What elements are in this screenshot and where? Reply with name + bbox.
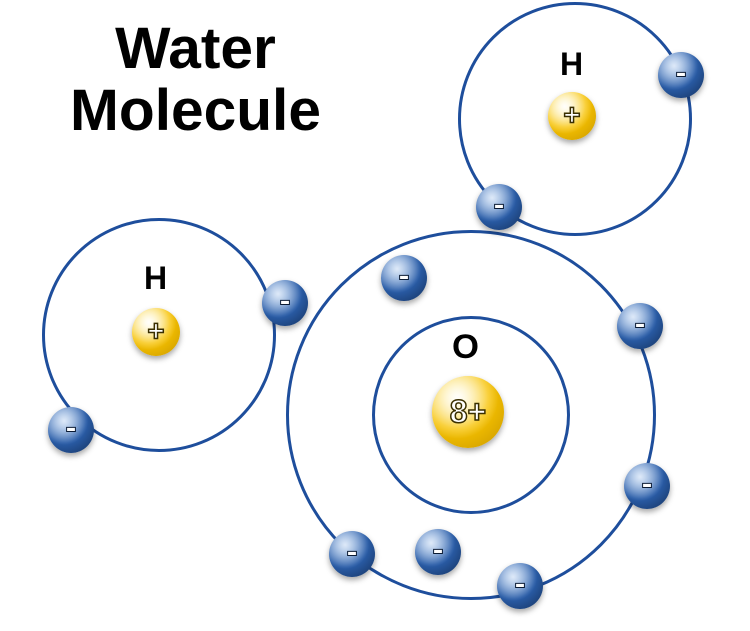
electron-o-outer-3-charge: -: [641, 465, 653, 504]
electron-o-inner-1-charge: -: [398, 257, 410, 296]
electron-o-outer-6-shared-h-left: -: [262, 280, 308, 326]
hydrogen-right-nucleus: +: [548, 92, 596, 140]
electron-o-outer-5-charge: -: [346, 533, 358, 572]
electron-o-outer-5: -: [329, 531, 375, 577]
diagram-title: Water Molecule: [70, 18, 321, 141]
electron-o-outer-2: -: [617, 303, 663, 349]
title-line-2: Molecule: [70, 80, 321, 142]
electron-o-inner-1: -: [381, 255, 427, 301]
electron-o-outer-1-shared-h-right-charge: -: [493, 186, 505, 225]
electron-o-outer-3: -: [624, 463, 670, 509]
hydrogen-left-label: H: [144, 260, 167, 297]
electron-h-left-1-charge: -: [65, 409, 77, 448]
hydrogen-right-label: H: [560, 46, 583, 83]
hydrogen-left-nucleus-charge: +: [147, 315, 164, 349]
oxygen-nucleus: 8+: [432, 376, 504, 448]
electron-o-outer-4: -: [497, 563, 543, 609]
title-line-1: Water: [70, 18, 321, 80]
electron-o-inner-2: -: [415, 529, 461, 575]
electron-o-outer-1-shared-h-right: -: [476, 184, 522, 230]
oxygen-label: O: [452, 328, 479, 367]
oxygen-nucleus-charge: 8+: [450, 394, 486, 431]
hydrogen-right-nucleus-charge: +: [563, 99, 580, 133]
electron-h-left-1: -: [48, 407, 94, 453]
electron-h-right-1: -: [658, 52, 704, 98]
electron-h-right-1-charge: -: [675, 54, 687, 93]
hydrogen-left-nucleus: +: [132, 308, 180, 356]
electron-o-inner-2-charge: -: [432, 531, 444, 570]
electron-o-outer-4-charge: -: [514, 565, 526, 604]
diagram-canvas: Water Molecule O H H 8+ + + - - - - - - - - - -: [0, 0, 750, 631]
electron-o-outer-6-shared-h-left-charge: -: [279, 282, 291, 321]
electron-o-outer-2-charge: -: [634, 305, 646, 344]
